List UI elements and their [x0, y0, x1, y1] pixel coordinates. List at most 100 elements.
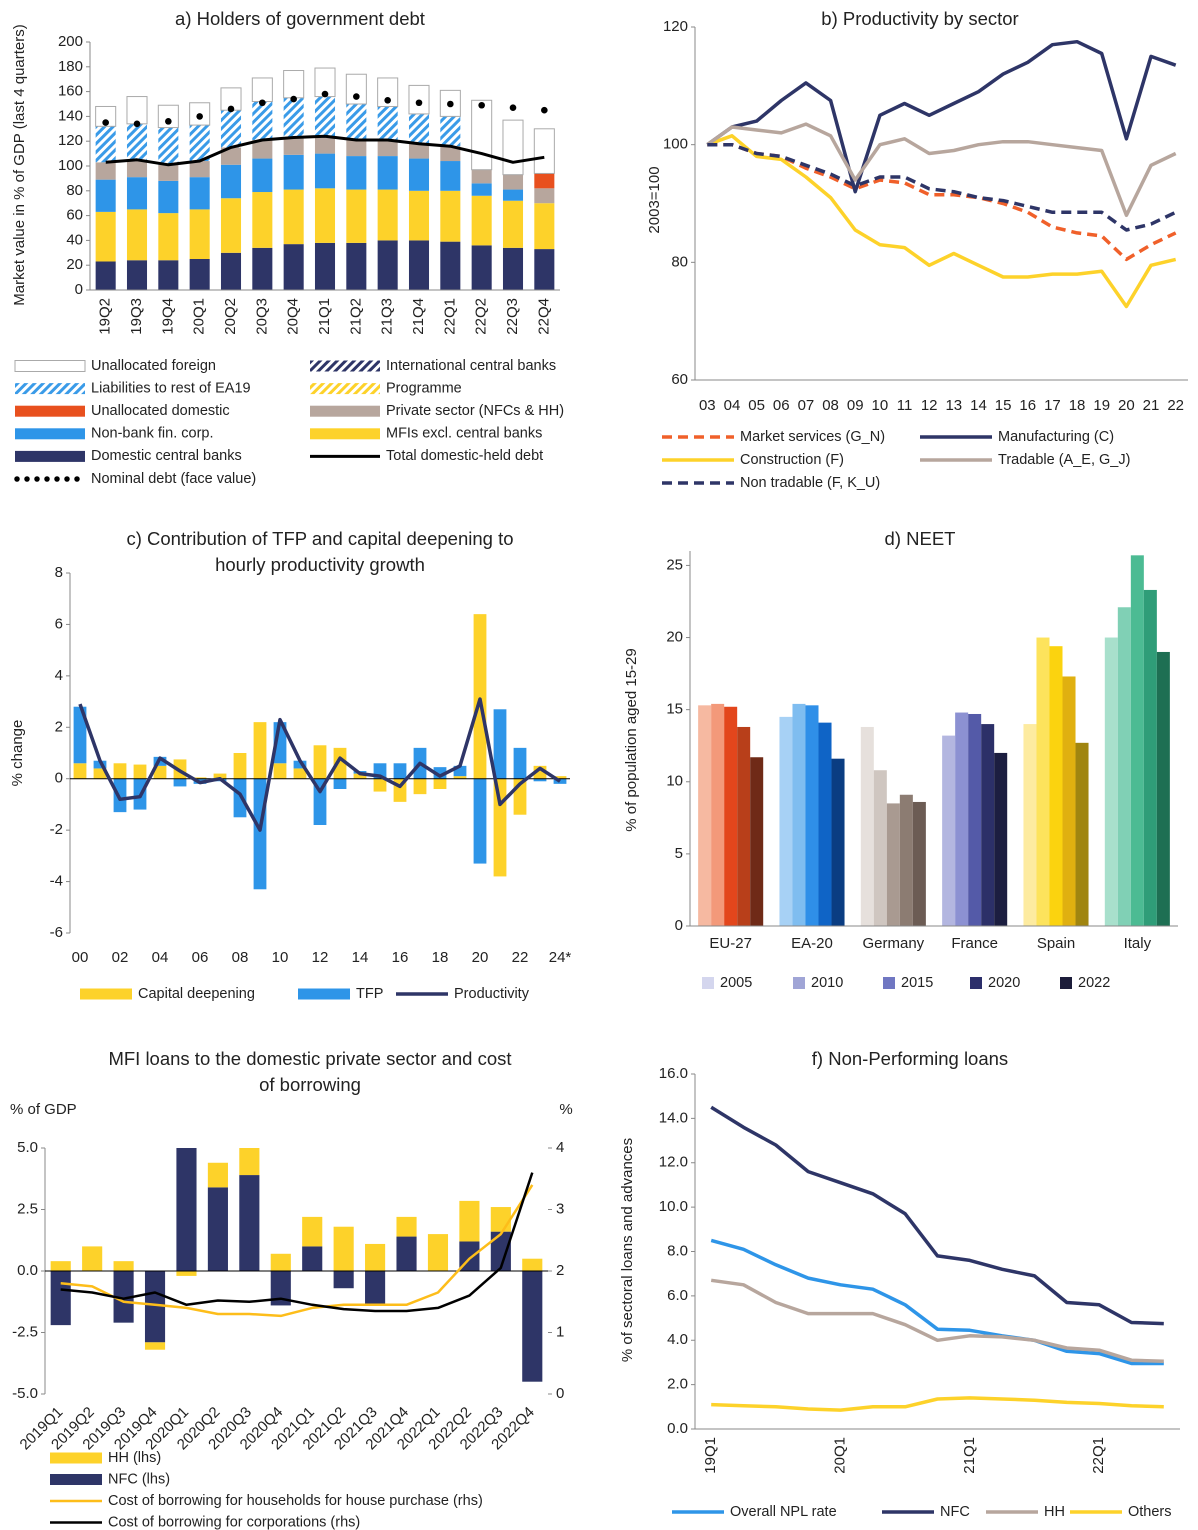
x-tick-label: 06 [773, 397, 790, 414]
x-tick-label: 22Q1 [441, 298, 458, 335]
legend-label: HH (lhs) [108, 1450, 161, 1466]
bar [253, 722, 267, 779]
chart-title: b) Productivity by sector [821, 8, 1018, 29]
x-tick-label: 11 [897, 397, 913, 414]
bar [1130, 555, 1144, 926]
legend-label: Non-bank fin. corp. [91, 426, 214, 442]
x-tick-label: 19 [1093, 397, 1110, 414]
bar [220, 198, 242, 253]
bar [453, 776, 467, 779]
x-tick-label: 19Q2 [97, 298, 114, 335]
bar [158, 127, 179, 165]
dot [509, 104, 517, 112]
tick-label: 180 [58, 58, 83, 75]
bar [283, 70, 305, 99]
tick-label: 5 [675, 845, 683, 862]
bar [818, 722, 832, 926]
bar [1156, 651, 1170, 926]
tick-label: -2 [50, 821, 63, 838]
bar [353, 773, 367, 779]
x-tick-label: 19Q4 [159, 298, 176, 335]
tick-label: 2.5 [17, 1200, 38, 1217]
bar [1104, 637, 1118, 926]
x-tick-label: 19Q1 [702, 1437, 719, 1474]
bar [239, 1148, 260, 1176]
bar [220, 252, 242, 290]
bar [126, 177, 148, 210]
tick-label: 6.0 [667, 1287, 688, 1304]
bar [253, 778, 267, 890]
legend-swatch [80, 988, 132, 1000]
tick-label: 4.0 [667, 1331, 688, 1348]
legend-swatch [310, 383, 380, 395]
x-tick-label: 19Q3 [128, 298, 145, 335]
bar [158, 260, 179, 290]
y-axis-label: % change [9, 720, 26, 787]
chart-title: d) NEET [885, 528, 956, 549]
x-tick-label: 08 [232, 949, 249, 966]
x-tick-label: 24* [549, 949, 572, 966]
y2-axis-label: % [559, 1101, 572, 1118]
legend-label: HH [1044, 1504, 1065, 1520]
legend-label: Unallocated domestic [91, 403, 230, 419]
tick-label: 140 [58, 107, 83, 124]
legend-label: Capital deepening [138, 986, 255, 1002]
tick-label: 60 [66, 207, 83, 224]
bar [471, 99, 493, 171]
legend-label: Domestic central banks [91, 448, 242, 464]
x-tick-label: 20 [1118, 397, 1135, 414]
bar [860, 726, 874, 926]
line-series [78, 697, 561, 832]
bar [490, 1207, 511, 1232]
legend-label: 2010 [811, 975, 843, 991]
x-tick-label: 08 [822, 397, 839, 414]
legend-swatch [14, 360, 86, 372]
bar [220, 147, 242, 165]
dot [384, 96, 391, 104]
x-tick-label: 18 [432, 949, 449, 966]
bar [313, 745, 327, 779]
legend-label: Construction (F) [740, 452, 844, 468]
bar [805, 705, 819, 926]
x-tick-label: 21Q1 [961, 1437, 978, 1474]
bar [273, 763, 287, 779]
x-tick-label: 12 [312, 949, 329, 966]
legend-label: Cost of borrowing for households for hou… [108, 1493, 483, 1509]
bar [1036, 637, 1050, 926]
tick-label: 4 [556, 1139, 564, 1156]
x-tick-label: 20Q1 [831, 1437, 848, 1474]
bar [396, 1236, 417, 1271]
x-tick-label: France [951, 935, 998, 952]
legend-label: 2020 [988, 975, 1020, 991]
legend-label: Non tradable (F, K_U) [740, 475, 880, 491]
bar [502, 189, 524, 201]
bar [293, 768, 307, 779]
bar [346, 139, 367, 157]
tick-label: 1 [556, 1323, 564, 1340]
bar [440, 161, 461, 191]
bar [176, 1271, 197, 1276]
x-tick-label: 16 [1019, 397, 1036, 414]
bar [453, 765, 467, 777]
bar [899, 794, 913, 926]
tick-label: 6 [55, 615, 63, 632]
bar [126, 123, 148, 160]
x-tick-label: Italy [1124, 935, 1152, 952]
tick-label: -6 [50, 924, 63, 941]
x-tick-label: 17 [1044, 397, 1061, 414]
x-tick-label: 18 [1069, 397, 1086, 414]
x-tick-label: 07 [798, 397, 815, 414]
bar [377, 240, 398, 290]
bar [427, 1234, 449, 1271]
chart-title: f) Non-Performing loans [812, 1048, 1008, 1069]
x-tick-label: 22Q2 [473, 298, 490, 335]
x-tick-label: 04 [724, 397, 741, 414]
legend-label: Market services (G_N) [740, 429, 885, 445]
x-tick-label: 20Q3 [253, 298, 270, 335]
dot [196, 113, 203, 120]
tick-label: 0 [556, 1385, 564, 1402]
legend-swatch [15, 428, 85, 440]
y-axis-label: 2003=100 [646, 166, 663, 233]
x-tick-label: 21Q1 [316, 298, 333, 335]
x-tick-label: 22Q1 [1090, 1437, 1107, 1474]
